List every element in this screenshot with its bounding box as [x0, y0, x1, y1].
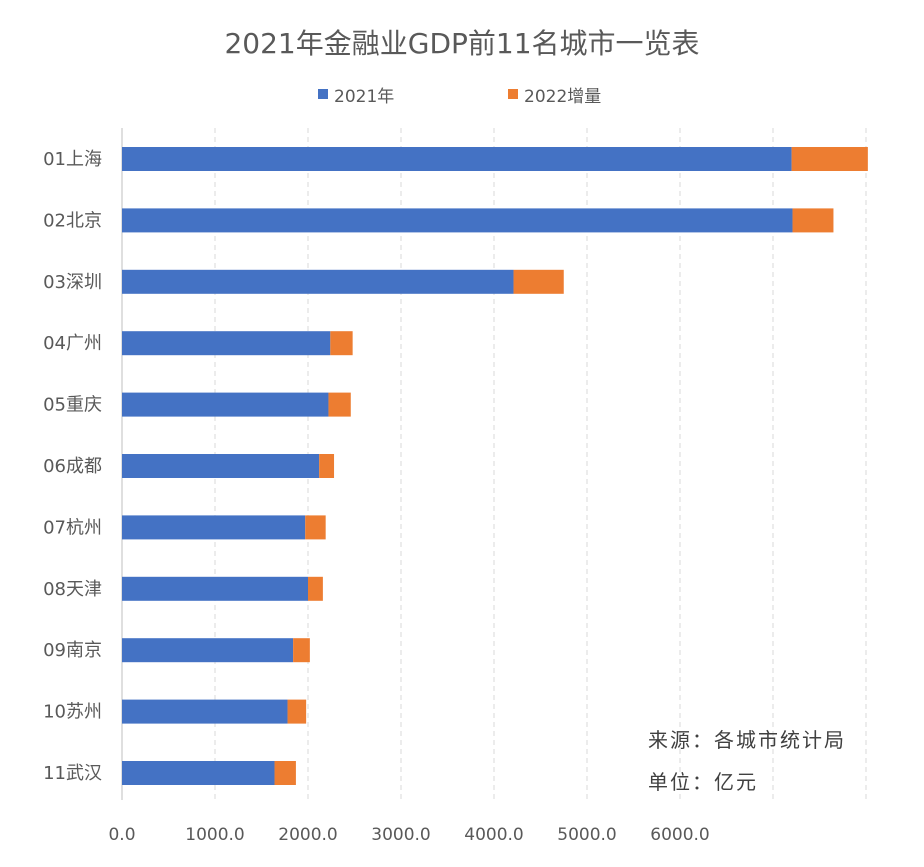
- category-label: 04广州: [43, 333, 102, 354]
- source-note: 来源：各城市统计局: [648, 728, 846, 752]
- unit-note: 单位：亿元: [648, 770, 758, 794]
- x-tick-label: 0.0: [108, 825, 135, 845]
- bar-2022-increment: [792, 208, 834, 233]
- category-label: 10苏州: [43, 702, 102, 723]
- category-label: 03深圳: [43, 272, 102, 293]
- bar-2022-increment: [287, 699, 307, 724]
- bar-2021: [122, 147, 792, 171]
- legend-swatch-orange: [508, 89, 518, 99]
- category-label: 08天津: [43, 579, 102, 600]
- legend-item-2022: 2022增量: [508, 82, 602, 107]
- bar-2021: [122, 269, 514, 294]
- x-tick-label: 1000.0: [185, 825, 244, 845]
- legend-label-2021: 2021年: [334, 86, 395, 107]
- bar-2021: [122, 515, 306, 540]
- bar-2022-increment: [293, 638, 310, 663]
- legend-swatch-blue: [318, 89, 328, 99]
- x-tick-label: 2000.0: [278, 825, 337, 845]
- category-label: 11武汉: [43, 763, 102, 784]
- bar-2022-increment: [513, 269, 564, 294]
- legend-label-2022: 2022增量: [524, 86, 602, 107]
- bar-2022-increment: [791, 147, 868, 171]
- bar-2021: [122, 638, 294, 663]
- bar-2021: [122, 331, 331, 356]
- bar-2022-increment: [305, 515, 326, 540]
- bar-2022-increment: [328, 392, 351, 417]
- bar-2021: [122, 699, 288, 724]
- x-tick-label: 3000.0: [371, 825, 430, 845]
- bar-2021: [122, 392, 329, 417]
- legend-item-2021: 2021年: [318, 82, 395, 107]
- bar-2022-increment: [274, 761, 296, 785]
- bar-2022-increment: [308, 576, 323, 601]
- bar-2022-increment: [330, 331, 353, 356]
- bar-2021: [122, 454, 320, 478]
- x-tick-label: 4000.0: [464, 825, 523, 845]
- x-tick-label: 5000.0: [557, 825, 616, 845]
- category-label: 02北京: [43, 210, 102, 231]
- category-label: 07杭州: [43, 517, 102, 538]
- category-label: 09南京: [43, 640, 102, 661]
- bar-2021: [122, 208, 793, 233]
- bar-2022-increment: [319, 454, 335, 478]
- category-label: 01上海: [43, 149, 102, 170]
- x-tick-label: 6000.0: [650, 825, 709, 845]
- category-label: 06成都: [43, 456, 102, 477]
- chart-title: 2021年金融业GDP前11名城市一览表: [224, 27, 700, 60]
- bar-2021: [122, 576, 308, 601]
- bar-2021: [122, 761, 275, 785]
- category-label: 05重庆: [43, 395, 102, 416]
